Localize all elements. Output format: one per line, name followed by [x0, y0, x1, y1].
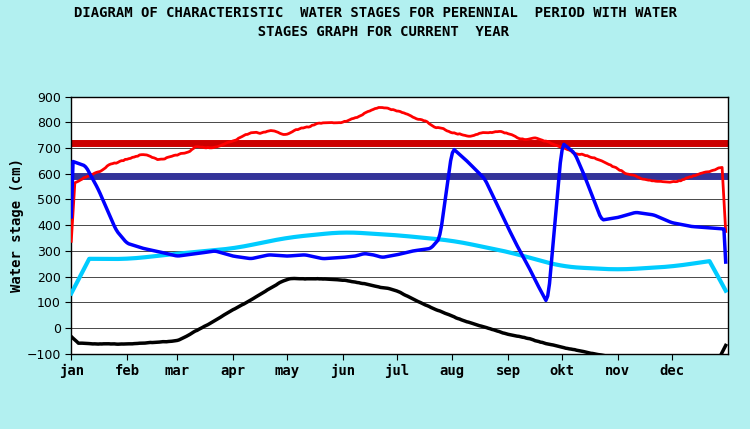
- Y-axis label: Water stage (cm): Water stage (cm): [10, 158, 24, 292]
- Text: DIAGRAM OF CHARACTERISTIC  WATER STAGES FOR PERENNIAL  PERIOD WITH WATER
  STAGE: DIAGRAM OF CHARACTERISTIC WATER STAGES F…: [74, 6, 676, 39]
